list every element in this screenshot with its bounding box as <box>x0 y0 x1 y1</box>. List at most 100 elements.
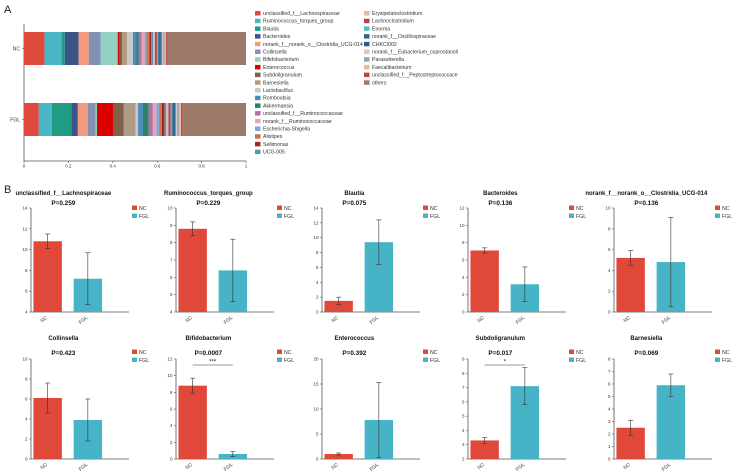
legend-swatch <box>255 49 261 54</box>
y-tick-label: 8 <box>608 357 611 362</box>
significance-marker: * <box>504 360 507 366</box>
y-tick-label: 10 <box>313 235 319 240</box>
bar-nc <box>470 440 499 459</box>
stacked-segment-fgl-3 <box>71 103 78 136</box>
legend-label-nc: NC <box>284 350 292 356</box>
stacked-segment-nc-10 <box>127 32 133 65</box>
stacked-segment-fgl-28 <box>182 103 246 136</box>
legend-label: norank_f__Ruminococcaceae <box>263 119 332 125</box>
legend-label: Enorma <box>372 26 390 32</box>
stacked-segment-fgl-16 <box>159 103 162 136</box>
stacked-segment-fgl-13 <box>148 103 153 136</box>
x-tick-label: 0 <box>23 164 26 169</box>
y-tick-label: 3 <box>462 442 465 447</box>
chart-title: Ruminococcus_torques_group <box>164 191 253 197</box>
y-tick-label: 8 <box>25 377 28 382</box>
x-category-label-nc: NC <box>623 315 633 324</box>
legend-label-fgl: FGL <box>430 214 440 220</box>
stacked-segment-nc-0 <box>24 32 45 65</box>
legend-label: norank_f__Eubacterium_coprostanoli <box>372 50 458 56</box>
stacked-segment-fgl-26 <box>178 103 182 136</box>
bar-nc <box>178 228 207 312</box>
y-category-label-nc: NC <box>13 47 21 53</box>
bar-chart-enterococcus: Enterococcus P=0.392 0 5 10 15 20 NC FGL NC FGL <box>313 336 440 473</box>
stacked-segment-nc-14 <box>141 32 145 65</box>
stacked-segment-nc-1 <box>44 32 62 65</box>
legend-label: Subdoligranulum <box>263 73 302 79</box>
legend-swatch <box>255 26 261 31</box>
chart-title: Collinsella <box>48 336 79 342</box>
chart-legend: unclassified_f__Lachnospiraceae Ruminococ… <box>255 11 458 156</box>
y-tick-label: 2 <box>170 440 173 445</box>
legend-swatch <box>255 72 261 78</box>
y-tick-label: 10 <box>313 407 319 412</box>
significance-marker: *** <box>209 360 217 366</box>
legend-swatch <box>255 34 261 39</box>
y-tick-label: 6 <box>25 397 28 402</box>
x-category-label-nc: NC <box>331 315 341 324</box>
y-tick-label: 10 <box>459 223 465 228</box>
legend-label: Alistipes <box>263 134 283 140</box>
y-tick-label: 0 <box>170 457 173 462</box>
legend-swatch-nc <box>132 205 137 210</box>
legend-swatch <box>364 64 370 70</box>
legend-label-fgl: FGL <box>284 214 294 220</box>
y-tick-label: 6 <box>608 382 611 387</box>
panel-a-letter: A <box>4 4 12 16</box>
x-category-label-fgl: FGL <box>369 315 380 326</box>
legend-label-fgl: FGL <box>430 358 440 364</box>
stacked-segment-fgl-15 <box>156 103 160 136</box>
y-tick-label: 4 <box>170 423 173 428</box>
legend-swatch <box>255 111 261 116</box>
legend-swatch-fgl <box>277 213 282 218</box>
legend-swatch-nc <box>132 349 137 354</box>
legend-label-nc: NC <box>284 206 292 212</box>
stacked-segment-nc-18 <box>151 32 154 65</box>
legend-swatch <box>364 34 370 39</box>
x-category-label-fgl: FGL <box>223 462 234 473</box>
legend-swatch <box>364 72 370 78</box>
stacked-segment-nc-21 <box>156 32 159 65</box>
y-tick-label: 8 <box>170 240 173 245</box>
stacked-segment-nc-23 <box>160 32 162 65</box>
y-tick-label: 2 <box>462 292 465 297</box>
legend-swatch-fgl <box>423 213 428 218</box>
stacked-segment-nc-6 <box>100 32 118 65</box>
legend-label: Lachnoclostridium <box>372 19 414 25</box>
y-tick-label: 6 <box>462 258 465 263</box>
x-category-label-fgl: FGL <box>78 462 89 473</box>
y-tick-label: 5 <box>608 394 611 399</box>
legend-swatch <box>255 41 261 47</box>
stacked-segment-fgl-17 <box>161 103 165 136</box>
bar-nc <box>616 257 645 312</box>
y-tick-label: 7 <box>462 385 465 390</box>
y-tick-label: 6 <box>170 407 173 412</box>
legend-swatch-nc <box>569 349 574 354</box>
x-category-label-nc: NC <box>185 462 195 471</box>
legend-swatch <box>255 118 261 124</box>
legend-label: Romboutsia <box>263 96 291 102</box>
legend-label: Sellimonas <box>263 142 289 148</box>
x-category-label-nc: NC <box>40 315 50 324</box>
stacked-segment-fgl-19 <box>166 103 169 136</box>
y-tick-label: 10 <box>22 247 28 252</box>
stacked-segment-nc-11 <box>132 32 137 65</box>
stacked-segment-fgl-7 <box>96 103 114 136</box>
stacked-segment-fgl-25 <box>177 103 179 136</box>
y-tick-label: 6 <box>462 399 465 404</box>
x-category-label-fgl: FGL <box>78 315 89 326</box>
x-category-label-fgl: FGL <box>515 315 526 326</box>
stacked-segment-fgl-18 <box>164 103 167 136</box>
y-tick-label: 9 <box>462 357 465 362</box>
y-tick-label: 12 <box>459 206 465 211</box>
legend-label-fgl: FGL <box>722 358 732 364</box>
p-value-label: P=0.229 <box>196 200 220 207</box>
stacked-segment-fgl-10 <box>135 103 139 136</box>
stacked-segment-nc-3 <box>64 32 79 65</box>
legend-label: Ruminococcus_torques_group <box>263 19 333 25</box>
legend-swatch <box>364 57 370 62</box>
bar-fgl <box>656 385 686 459</box>
legend-swatch-fgl <box>132 357 137 362</box>
stacked-segment-fgl-0 <box>24 103 39 136</box>
y-tick-label: 0 <box>316 310 319 315</box>
